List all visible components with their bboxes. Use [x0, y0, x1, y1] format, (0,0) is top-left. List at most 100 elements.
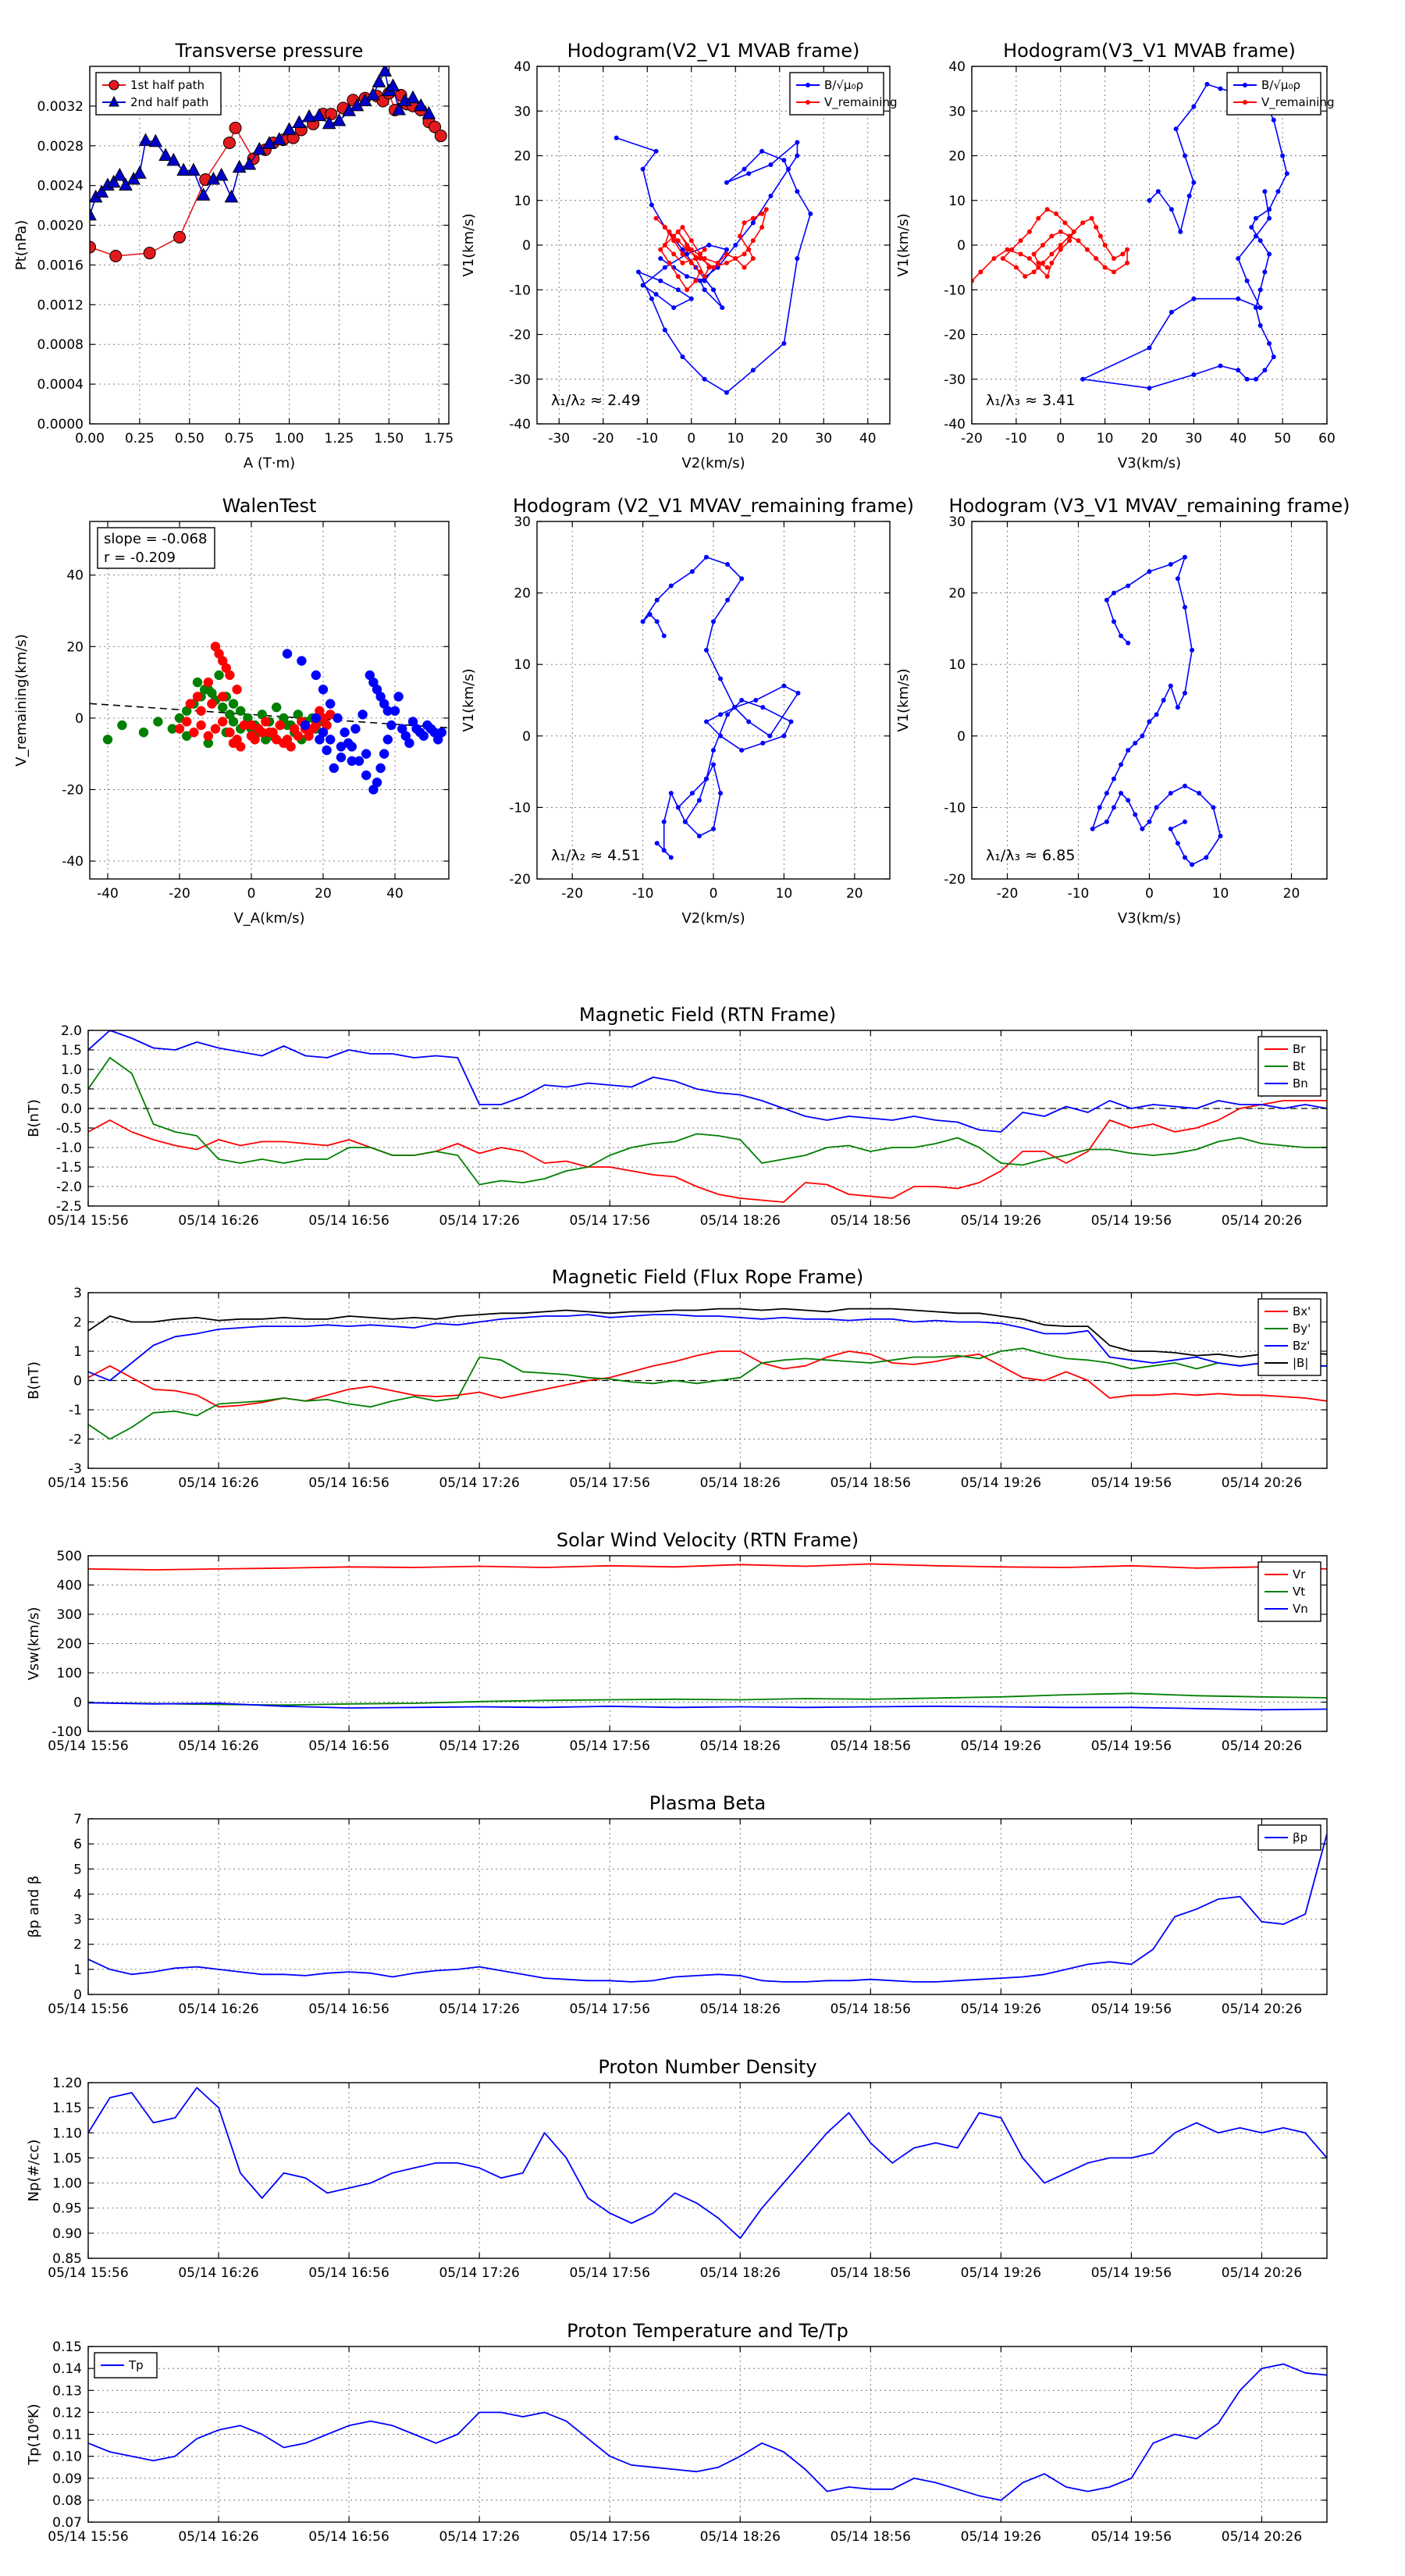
plot-frame — [87, 2082, 1328, 2259]
tick-label-y: 0.90 — [52, 2226, 82, 2242]
data-point — [1236, 256, 1241, 262]
tick-label-x: 05/14 17:56 — [570, 2001, 650, 2017]
data-point — [662, 327, 667, 333]
data-point — [1267, 340, 1272, 346]
data-point — [675, 238, 681, 244]
data-point — [1147, 819, 1152, 824]
tick-label-y: 40 — [514, 59, 531, 75]
data-point — [1267, 215, 1272, 221]
tick-label-x: -10 — [636, 431, 658, 447]
y-axis-label: Vsw(km/s) — [26, 1607, 42, 1681]
data-point — [297, 656, 307, 666]
data-point — [1168, 826, 1173, 831]
data-point — [1267, 207, 1272, 212]
data-point — [1173, 126, 1179, 132]
data-point — [675, 229, 681, 234]
data-point — [242, 156, 257, 170]
data-point — [671, 238, 677, 244]
data-point — [1018, 251, 1023, 257]
data-point — [781, 683, 787, 688]
tick-label-x: 40 — [1229, 431, 1247, 447]
tick-label-y: -100 — [52, 1724, 82, 1740]
data-point — [662, 265, 667, 270]
tick-label-x: 05/14 19:26 — [961, 1738, 1041, 1754]
data-point — [229, 121, 242, 134]
legend-label: βp — [1293, 1831, 1307, 1845]
data-point — [1071, 229, 1076, 234]
legend: B/√μ₀ρ V_remaining — [1226, 72, 1335, 116]
data-point — [138, 727, 149, 738]
data-point — [759, 211, 765, 216]
data-point — [661, 848, 667, 853]
tick-label-y: 40 — [66, 568, 84, 584]
data-point — [214, 167, 229, 181]
data-point — [173, 230, 186, 244]
tick-label-y: 0 — [522, 238, 531, 254]
data-point — [1284, 171, 1289, 176]
data-point — [702, 376, 707, 382]
tick-label-x: 05/14 17:56 — [570, 1475, 650, 1491]
data-point — [720, 305, 725, 311]
data-point — [680, 225, 685, 230]
chart-title: Solar Wind Velocity (RTN Frame) — [557, 1529, 859, 1551]
data-point — [1062, 220, 1068, 226]
data-point — [232, 159, 247, 173]
tick-label-y: 500 — [57, 1549, 82, 1564]
data-point — [724, 247, 729, 252]
data-point — [667, 229, 672, 234]
data-point — [1168, 207, 1174, 212]
tick-label-x: 10 — [1212, 886, 1229, 902]
data-point — [1244, 278, 1250, 283]
data-point — [767, 733, 773, 738]
tick-label-y: 20 — [948, 586, 966, 602]
tick-label-x: -20 — [169, 886, 190, 902]
tick-label-x: 05/14 18:26 — [700, 2001, 781, 2017]
plot-frame — [87, 1030, 1328, 1207]
tick-label-x: 05/14 18:26 — [700, 2265, 781, 2281]
data-point — [300, 720, 311, 731]
tick-label-x: 05/14 19:56 — [1091, 2529, 1172, 2545]
data-point — [192, 692, 203, 702]
data-point — [286, 742, 296, 752]
data-point — [662, 225, 667, 230]
data-point — [222, 136, 236, 149]
data-point — [1191, 180, 1197, 185]
data-point — [1040, 243, 1045, 247]
data-point — [1058, 229, 1063, 234]
tick-label-y: 10 — [514, 657, 531, 673]
data-point — [357, 710, 368, 720]
data-point — [1147, 386, 1152, 391]
data-point — [763, 207, 769, 212]
data-point — [1036, 260, 1041, 265]
data-point — [138, 133, 153, 146]
data-point — [1094, 225, 1099, 230]
data-point — [724, 390, 729, 395]
eigenvalue-ratio-label: λ₁/λ₃ ≈ 3.41 — [986, 392, 1075, 409]
data-point — [1147, 719, 1152, 724]
tick-label-x: 05/14 15:56 — [48, 2529, 128, 2545]
chart-plasma_beta: 05/14 15:56 05/14 16:26 05/14 16:56 05/14 1… — [26, 1792, 1328, 2017]
data-point — [262, 136, 276, 149]
data-point — [688, 247, 694, 252]
tick-label-x: 05/14 16:56 — [308, 2001, 389, 2017]
data-point — [649, 296, 654, 301]
data-point — [750, 215, 756, 221]
legend-label: Tp — [128, 2358, 144, 2372]
tick-label-y: 0.08 — [52, 2493, 82, 2509]
tick-label-y: 0.0004 — [37, 377, 84, 393]
tick-label-x: -10 — [1005, 431, 1027, 447]
legend-marker — [806, 100, 810, 105]
data-point — [654, 597, 660, 603]
data-point — [698, 269, 703, 275]
tick-label-x: 05/14 19:26 — [961, 2001, 1041, 2017]
chart-title: Transverse pressure — [175, 40, 364, 62]
data-point — [1133, 812, 1138, 817]
tick-label-y: 0 — [522, 729, 531, 745]
tick-label-x: 20 — [1141, 431, 1158, 447]
data-point — [653, 215, 659, 221]
chart-transverse_pressure: 0.00 0.25 0.50 0.75 1.00 1.25 1.50 1.75 0.0000 0.… — [13, 40, 454, 471]
data-point — [1080, 376, 1086, 382]
data-point — [1102, 243, 1108, 247]
data-point — [702, 274, 707, 279]
